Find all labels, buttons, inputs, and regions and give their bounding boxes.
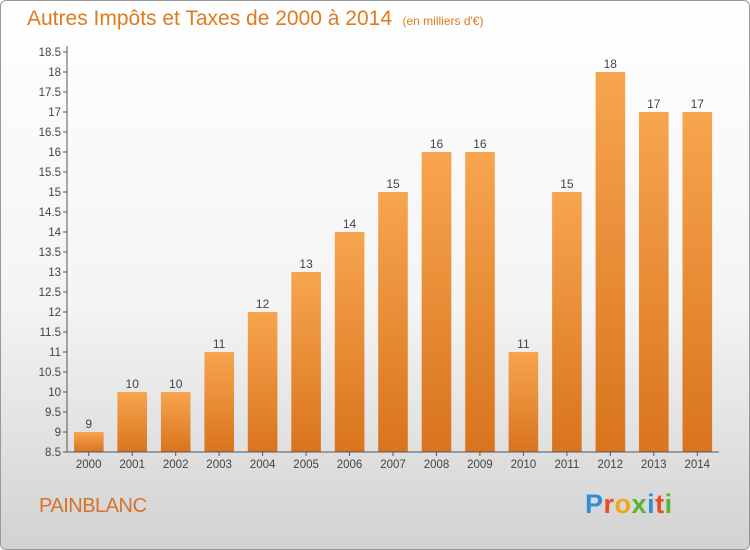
data-label-2006: 14 <box>343 217 357 231</box>
brand-letter: i <box>647 489 656 519</box>
y-axis: 8.5 9 9.5 10 10.5 11 11.5 12 12.5 13 13.5 14 14.5 15 1… <box>39 46 68 459</box>
y-tick-label: 14 <box>48 227 61 239</box>
data-label-2012: 18 <box>604 57 618 71</box>
brand-letter: r <box>603 489 615 519</box>
y-tick-label: 12 <box>48 307 61 319</box>
bar-2014 <box>682 112 713 452</box>
y-tick-label: 15.5 <box>39 167 61 179</box>
data-label-2010: 11 <box>517 337 530 351</box>
y-tick-label: 12.5 <box>39 287 61 299</box>
bar-2011 <box>552 192 582 452</box>
data-label-2011: 15 <box>560 177 574 191</box>
bar-2003 <box>204 352 234 452</box>
x-tick-label: 2006 <box>337 459 363 471</box>
x-tick-label: 2000 <box>76 459 102 471</box>
data-label-2001: 10 <box>126 377 140 391</box>
data-label-2004: 12 <box>256 297 270 311</box>
x-tick-label: 2011 <box>555 459 580 471</box>
y-tick-label: 18 <box>48 67 61 79</box>
bar-2001 <box>117 392 147 452</box>
x-axis: 2000 2001 2002 2003 2004 2005 2006 2007 2008 2009… <box>67 451 719 471</box>
x-tick-label: 2002 <box>163 459 189 471</box>
data-labels: 9 10 10 11 12 13 14 15 16 16 11 15 18 17 17 <box>85 57 704 431</box>
data-label-2000: 9 <box>85 417 92 431</box>
y-tick-label: 18.5 <box>39 47 61 59</box>
bar-2007 <box>378 192 408 452</box>
bar-2005 <box>291 272 321 452</box>
x-tick-label: 2013 <box>641 459 667 471</box>
x-tick-label: 2007 <box>380 459 406 471</box>
x-tick-label: 2001 <box>119 459 145 471</box>
bar-2012 <box>595 72 626 452</box>
y-tick-label: 17.5 <box>39 87 61 99</box>
data-label-2013: 17 <box>647 97 661 111</box>
bar-2013 <box>639 112 669 452</box>
brand-letter: x <box>631 489 648 519</box>
chart-subtitle: (en milliers d'€) <box>402 14 484 28</box>
brand-letter: t <box>655 489 665 519</box>
y-tick-label: 11.5 <box>39 327 61 339</box>
brand-logo: Proxiti <box>585 489 673 520</box>
x-tick-label: 2004 <box>250 459 276 471</box>
bar-2002 <box>160 392 191 452</box>
y-tick-label: 16.5 <box>39 127 61 139</box>
x-tick-label: 2005 <box>293 459 319 471</box>
brand-letter: P <box>585 489 604 519</box>
y-tick-label: 10.5 <box>39 367 61 379</box>
y-tick-label: 13.5 <box>39 247 61 259</box>
y-tick-label: 13 <box>48 267 61 279</box>
bar-2010 <box>508 352 539 452</box>
y-tick-label: 15 <box>48 187 61 199</box>
bar-2006 <box>334 232 365 452</box>
y-tick-label: 17 <box>48 107 61 119</box>
x-tick-label: 2010 <box>511 459 537 471</box>
chart-title: Autres Impôts et Taxes de 2000 à 2014 <box>27 7 393 30</box>
y-tick-label: 14.5 <box>39 207 61 219</box>
data-label-2005: 13 <box>299 257 313 271</box>
y-tick-label: 8.5 <box>45 447 61 459</box>
x-tick-label: 2012 <box>598 459 624 471</box>
y-tick-label: 9 <box>55 427 61 439</box>
bars-group <box>74 72 713 452</box>
data-label-2009: 16 <box>473 137 487 151</box>
bar-2000 <box>74 432 104 452</box>
y-tick-label: 10 <box>48 387 61 399</box>
data-label-2003: 11 <box>213 337 226 351</box>
y-tick-label: 16 <box>48 147 61 159</box>
data-label-2008: 16 <box>430 137 444 151</box>
data-label-2014: 17 <box>691 97 705 111</box>
bar-2008 <box>421 152 452 452</box>
brand-letter: o <box>614 489 632 519</box>
brand-letter: i <box>664 489 673 519</box>
x-tick-label: 2003 <box>206 459 232 471</box>
x-tick-label: 2008 <box>424 459 450 471</box>
chart-title-group: Autres Impôts et Taxes de 2000 à 2014 (e… <box>27 7 483 31</box>
bar-2004 <box>247 312 278 452</box>
data-label-2007: 15 <box>386 177 400 191</box>
place-name: PAINBLANC <box>39 495 147 517</box>
x-tick-label: 2014 <box>685 459 711 471</box>
y-tick-label: 11 <box>49 347 61 359</box>
bar-2009 <box>465 152 495 452</box>
y-tick-label: 9.5 <box>45 407 61 419</box>
x-tick-label: 2009 <box>467 459 493 471</box>
data-label-2002: 10 <box>169 377 183 391</box>
